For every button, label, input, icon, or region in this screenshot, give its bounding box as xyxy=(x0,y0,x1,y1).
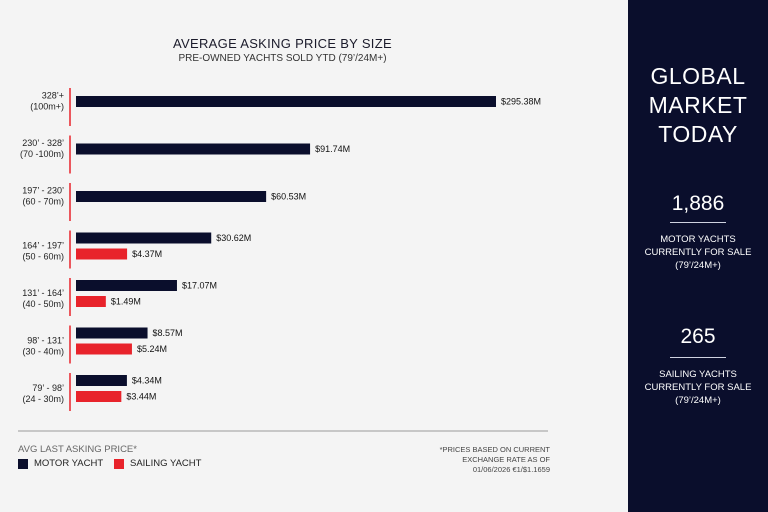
footnote-line: *PRICES BASED ON CURRENT xyxy=(439,445,550,454)
motor-yacht-bar xyxy=(76,191,267,202)
bar-value-label: $8.57M xyxy=(153,328,183,338)
market-summary-panel: GLOBAL MARKET TODAY 1,886 MOTOR YACHTS C… xyxy=(628,0,768,512)
motor-yacht-caption: MOTOR YACHTS CURRENTLY FOR SALE (79’/24M… xyxy=(628,233,768,272)
divider xyxy=(670,357,726,358)
category-sublabel: (30 - 40m) xyxy=(22,347,64,357)
market-title-line: MARKET xyxy=(648,92,748,118)
market-title-line: GLOBAL xyxy=(650,63,746,89)
sailing-yacht-caption: SAILING YACHTS CURRENTLY FOR SALE (79’/2… xyxy=(628,368,768,407)
bar-value-label: $3.44M xyxy=(126,392,156,402)
category-label: 164’ - 197’ xyxy=(22,241,64,251)
category-label: 79’ - 98’ xyxy=(32,383,64,393)
category-sublabel: (40 - 50m) xyxy=(22,299,64,309)
category-label: 131’ - 164’ xyxy=(22,288,64,298)
bar-value-label: $30.62M xyxy=(216,233,251,243)
bar-value-label: $17.07M xyxy=(182,281,217,291)
market-title: GLOBAL MARKET TODAY xyxy=(628,62,768,149)
footnote-line: EXCHANGE RATE AS OF xyxy=(462,455,550,465)
bar-value-label: $60.53M xyxy=(271,192,306,202)
legend-swatch-sailing xyxy=(114,458,124,469)
caption-line: (79’/24M+) xyxy=(675,260,721,271)
bar-value-label: $5.24M xyxy=(137,344,167,354)
legend-swatch-motor xyxy=(18,458,28,469)
motor-yacht-bar xyxy=(76,143,311,155)
bar-chart: 328’+(100m+) $295.38M 230’ - 328’(70 -100m… xyxy=(18,88,548,432)
motor-yacht-bar xyxy=(76,232,212,244)
divider xyxy=(670,222,726,223)
legend-title: AVG LAST ASKING PRICE* xyxy=(18,444,137,455)
caption-line: MOTOR YACHTS xyxy=(660,234,736,245)
sailing-yacht-bar xyxy=(76,248,128,260)
category-label: 328’+ xyxy=(42,91,64,101)
legend-item-sailing: SAILING YACHT xyxy=(114,458,201,469)
bar-value-label: $4.37M xyxy=(132,249,162,259)
sailing-yacht-count: 265 xyxy=(680,325,716,348)
caption-line: CURRENTLY FOR SALE xyxy=(644,382,752,393)
sailing-yacht-bar xyxy=(76,391,122,402)
category-sublabel: (100m+) xyxy=(30,102,64,112)
caption-line: (79’/24M+) xyxy=(675,395,721,406)
motor-yacht-bar xyxy=(76,96,496,107)
category-label: 230’ - 328’ xyxy=(22,138,64,148)
motor-yacht-count: 1,886 xyxy=(671,192,725,215)
chart-title: AVERAGE ASKING PRICE BY SIZE xyxy=(173,36,392,51)
footnote-line: 01/06/2026 €1/$1.1659 xyxy=(472,465,550,475)
motor-yacht-bar xyxy=(76,375,127,386)
category-sublabel: (60 - 70m) xyxy=(22,197,64,207)
caption-line: CURRENTLY FOR SALE xyxy=(644,247,752,258)
footnote: *PRICES BASED ON CURRENT EXCHANGE RATE A… xyxy=(420,445,550,475)
bar-value-label: $295.38M xyxy=(501,97,541,107)
bar-value-label: $1.49M xyxy=(111,297,141,307)
market-title-line: TODAY xyxy=(658,121,738,147)
legend-item-motor: MOTOR YACHT xyxy=(18,458,103,469)
caption-line: SAILING YACHTS xyxy=(659,369,737,380)
category-label: 98’ - 131’ xyxy=(27,336,64,346)
category-sublabel: (24 - 30m) xyxy=(22,394,64,404)
legend-label-motor: MOTOR YACHT xyxy=(34,458,104,469)
motor-yacht-bar xyxy=(76,280,177,291)
sailing-yacht-bar xyxy=(76,343,132,355)
motor-yacht-bar xyxy=(76,327,148,339)
chart-panel: AVERAGE ASKING PRICE BY SIZE PRE-OWNED Y… xyxy=(18,36,550,475)
bar-value-label: $4.34M xyxy=(132,376,162,386)
sailing-yacht-bar xyxy=(76,296,106,307)
bar-value-label: $91.74M xyxy=(315,144,350,154)
category-sublabel: (50 - 60m) xyxy=(22,252,64,262)
category-sublabel: (70 -100m) xyxy=(20,149,64,159)
legend-label-sailing: SAILING YACHT xyxy=(130,458,202,469)
chart-subtitle: PRE-OWNED YACHTS SOLD YTD (79’/24M+) xyxy=(178,53,387,64)
category-label: 197’ - 230’ xyxy=(22,186,64,196)
